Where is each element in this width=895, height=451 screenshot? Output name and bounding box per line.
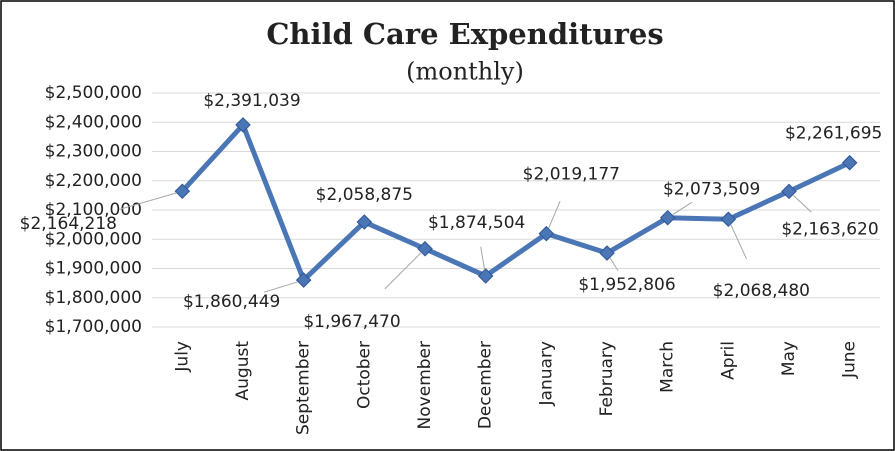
data-label: $1,967,470 (303, 312, 400, 332)
data-label: $1,860,449 (183, 292, 280, 312)
data-label: $2,391,039 (203, 91, 300, 111)
point-marker (659, 209, 676, 226)
y-tick-label: $2,100,000 (45, 200, 142, 220)
data-label: $1,952,806 (578, 275, 675, 295)
x-tick-label: August (233, 341, 253, 401)
point-marker (538, 225, 555, 242)
point-marker (235, 117, 251, 133)
y-tick-label: $1,800,000 (45, 288, 142, 308)
point-marker (174, 183, 191, 199)
x-tick-label: June (840, 341, 860, 379)
leader-line (672, 201, 693, 215)
y-tick-label: $1,700,000 (45, 317, 142, 337)
point-marker (841, 154, 858, 171)
x-tick-label: February (597, 341, 617, 416)
point-marker (781, 183, 797, 200)
x-tick-label: January (536, 341, 556, 406)
leader-line (119, 192, 177, 210)
x-tick-label: October (354, 341, 374, 409)
x-tick-label: December (476, 341, 496, 429)
x-tick-label: March (658, 341, 678, 393)
point-marker (477, 268, 494, 284)
point-marker (720, 211, 737, 227)
y-tick-label: $2,400,000 (45, 112, 142, 132)
y-tick-label: $1,900,000 (45, 259, 142, 279)
chart-title: Child Care Expenditures (266, 17, 663, 51)
point-marker (356, 214, 373, 230)
x-tick-label: September (294, 341, 314, 435)
leader-line (480, 246, 486, 271)
leader-line (609, 257, 619, 271)
data-label: $1,874,504 (428, 213, 525, 233)
leader-line (263, 281, 299, 293)
x-tick-label: May (779, 341, 799, 376)
leader-line (793, 195, 812, 213)
line (180, 122, 851, 283)
x-tick-label: July (172, 341, 192, 373)
leader-line (548, 200, 561, 229)
y-tick-label: $2,200,000 (45, 171, 142, 191)
leader-line (730, 224, 747, 260)
x-tick-label: April (718, 341, 738, 380)
y-tick-label: $2,500,000 (45, 83, 142, 103)
y-tick-label: $2,300,000 (45, 142, 142, 162)
data-label: $2,068,480 (713, 281, 810, 301)
data-label: $2,019,177 (523, 165, 620, 185)
data-label: $2,163,620 (781, 219, 878, 239)
point-marker (295, 272, 312, 288)
point-marker (417, 240, 433, 257)
data-label: $2,073,509 (663, 180, 760, 200)
data-label: $2,261,695 (785, 124, 882, 144)
data-label: $2,058,875 (316, 185, 413, 205)
chart-subtitle: (monthly) (406, 58, 524, 86)
y-tick-label: $2,000,000 (45, 229, 142, 249)
point-marker (599, 245, 615, 261)
leader-line (384, 252, 422, 290)
x-tick-label: November (415, 341, 435, 429)
data-label: $2,164,218 (20, 214, 117, 234)
